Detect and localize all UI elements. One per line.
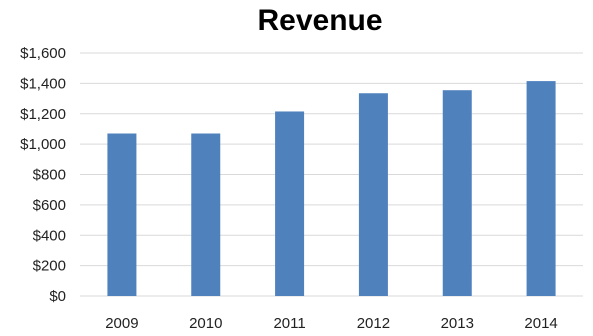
bar-2010 <box>191 133 221 296</box>
bar-2011 <box>275 111 305 296</box>
x-tick-label: 2010 <box>189 315 222 332</box>
x-tick-label: 2012 <box>357 315 390 332</box>
gridlines <box>80 52 583 297</box>
y-tick-label: $200 <box>33 258 66 275</box>
bar-2009 <box>107 133 137 296</box>
y-tick-label: $1,000 <box>20 136 66 153</box>
x-tick-label: 2013 <box>441 315 474 332</box>
x-axis-tick-labels: 2009 2010 2011 2012 2013 2014 <box>105 315 558 332</box>
y-tick-label: $600 <box>33 197 66 214</box>
x-tick-label: 2009 <box>105 315 138 332</box>
bar-2012 <box>358 93 388 296</box>
y-axis-tick-labels: $0 $200 $400 $600 $800 $1,000 $1,200 $1,400 $1,6… <box>20 45 66 305</box>
y-tick-label: $1,200 <box>20 106 66 123</box>
bar-2014 <box>526 81 556 296</box>
bars <box>107 81 556 296</box>
y-tick-label: $400 <box>33 227 66 244</box>
x-tick-label: 2014 <box>524 315 557 332</box>
y-tick-label: $800 <box>33 167 66 184</box>
y-tick-label: $1,600 <box>20 45 66 62</box>
y-tick-label: $0 <box>49 288 66 305</box>
bar-2013 <box>442 90 472 296</box>
x-tick-label: 2011 <box>273 315 305 332</box>
y-tick-label: $1,400 <box>20 75 66 92</box>
chart-title: Revenue <box>257 4 383 37</box>
